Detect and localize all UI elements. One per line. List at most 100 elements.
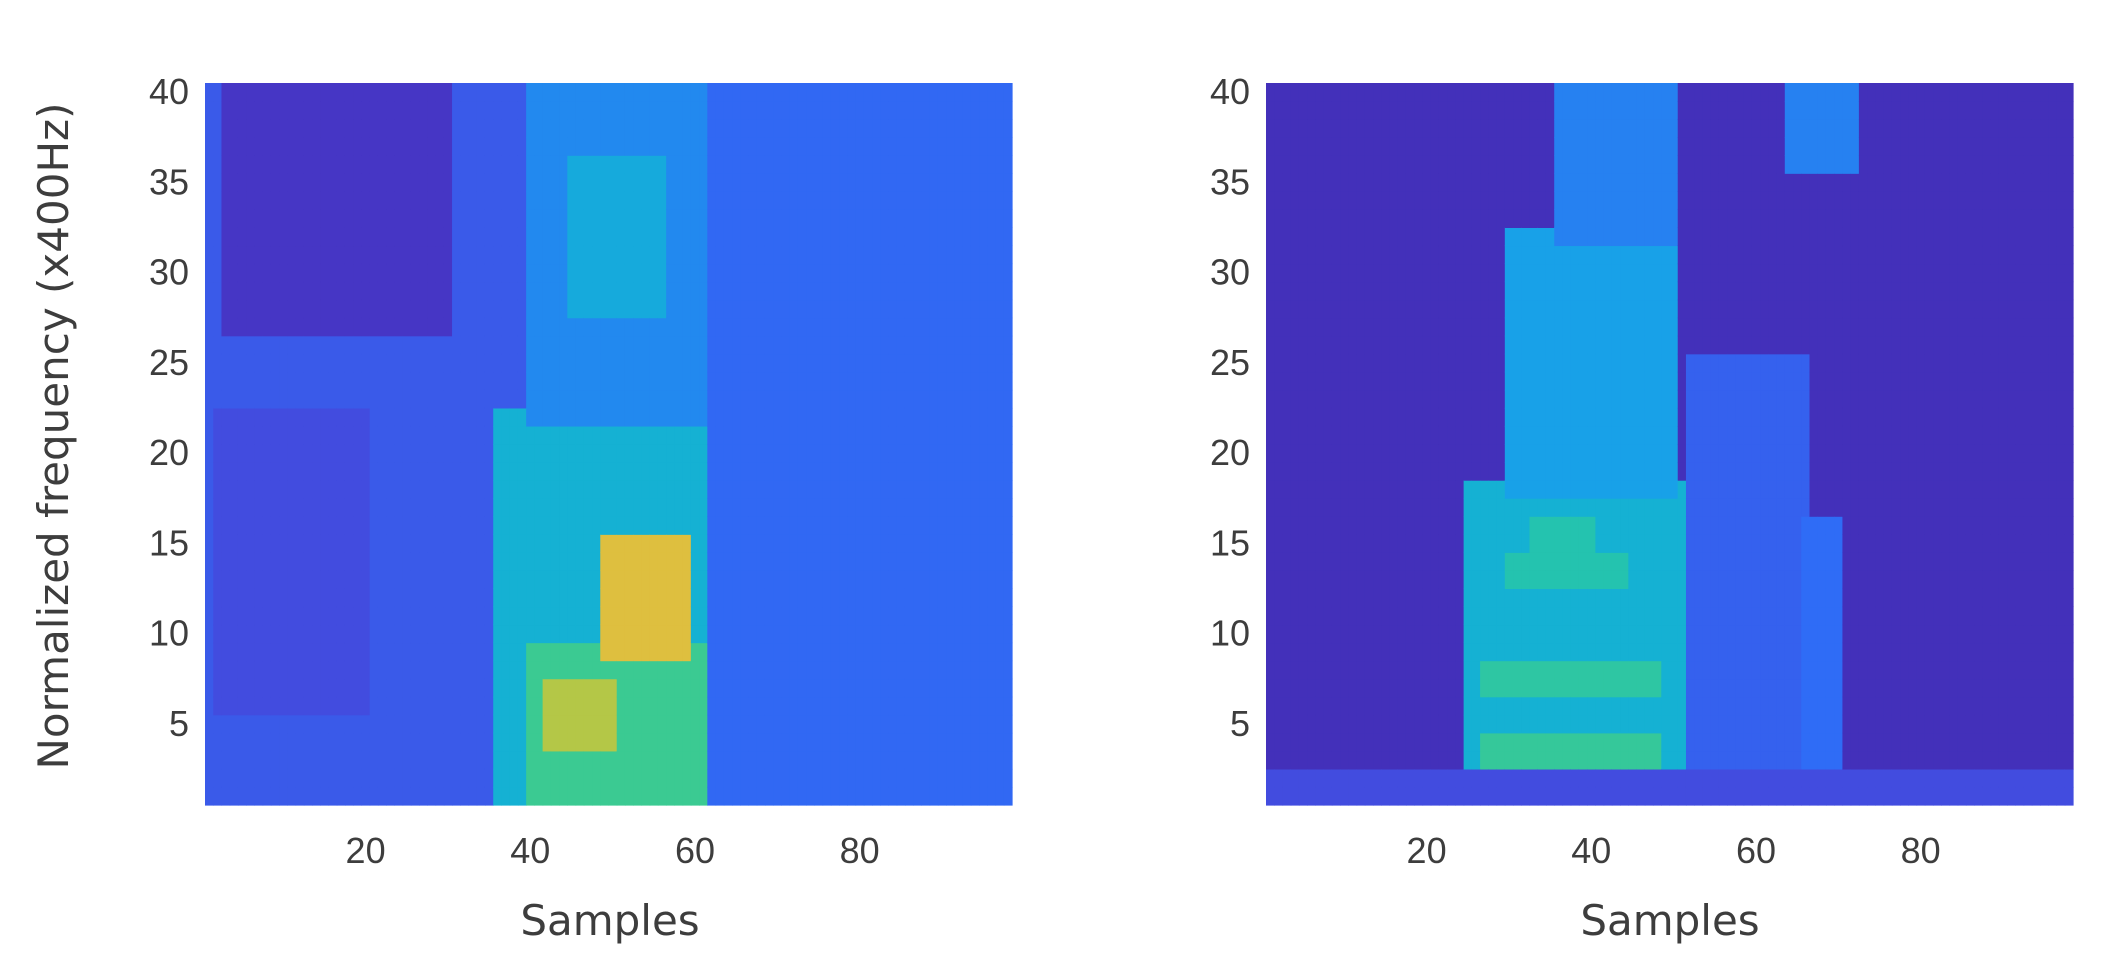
heatmap-cell <box>1373 624 1382 644</box>
heatmap-cell <box>1381 173 1391 192</box>
heatmap-cell <box>1348 480 1358 499</box>
heatmap-cell <box>682 444 692 463</box>
heatmap-cell <box>1447 588 1456 608</box>
heatmap-cell <box>1003 642 1013 662</box>
heatmap-cell <box>592 263 601 283</box>
heatmap-cell <box>921 786 931 806</box>
heatmap-cell <box>962 696 972 716</box>
heatmap-cell <box>1364 516 1374 535</box>
heatmap-cell <box>394 173 404 192</box>
heatmap-cell <box>427 371 437 391</box>
heatmap-cell <box>1290 119 1300 138</box>
heatmap-cell <box>287 588 297 608</box>
heatmap-cell <box>641 83 651 102</box>
heatmap-cell <box>1373 299 1382 319</box>
heatmap-cell <box>723 191 733 210</box>
heatmap-cell <box>707 498 717 517</box>
heatmap-cell <box>205 119 214 138</box>
heatmap-cell <box>616 371 626 391</box>
heatmap-cell <box>270 371 280 391</box>
heatmap-cell <box>814 155 824 174</box>
heatmap-cell <box>1405 786 1415 806</box>
heatmap-cell <box>690 371 700 391</box>
heatmap-cell <box>1274 227 1284 247</box>
heatmap-cell <box>740 534 750 553</box>
heatmap-cell <box>246 588 255 608</box>
heatmap-cell <box>789 660 799 680</box>
heatmap-cell <box>921 768 931 788</box>
heatmap-cell <box>575 353 585 373</box>
heatmap-cell <box>1480 588 1489 608</box>
heatmap-cell <box>740 317 750 337</box>
heatmap-cell <box>1307 534 1316 553</box>
heatmap-cell <box>699 281 708 301</box>
heatmap-cell <box>1356 209 1366 228</box>
heatmap-cell <box>987 191 997 210</box>
heatmap-cell <box>1430 588 1440 608</box>
heatmap-cell <box>649 678 659 698</box>
heatmap-cell <box>526 83 535 102</box>
heatmap-cell <box>328 624 338 644</box>
heatmap-cell <box>1438 299 1448 319</box>
heatmap-cell <box>534 119 544 138</box>
heatmap-cell <box>1438 155 1448 174</box>
heatmap-cell <box>1373 155 1382 174</box>
heatmap-cell <box>1315 624 1325 644</box>
heatmap-cell <box>287 353 297 373</box>
heatmap-cell <box>979 407 988 427</box>
heatmap-cell <box>592 407 601 427</box>
heatmap-cell <box>1430 768 1440 788</box>
heatmap-cell <box>1307 407 1316 427</box>
heatmap-cell <box>493 209 503 228</box>
heatmap-cell <box>962 552 972 571</box>
heatmap-cell <box>657 498 667 517</box>
heatmap-cell <box>715 227 725 247</box>
heatmap-cell <box>1290 227 1300 247</box>
heatmap-cell <box>279 335 288 355</box>
heatmap-cell <box>386 714 395 734</box>
heatmap-cell <box>937 588 947 608</box>
heatmap-cell <box>748 498 758 517</box>
heatmap-cell <box>402 137 412 156</box>
heatmap-cell <box>1463 660 1473 680</box>
heatmap-cell <box>608 642 618 662</box>
heatmap-cell <box>386 570 395 589</box>
heatmap-cell <box>863 552 873 571</box>
heatmap-cell <box>270 552 280 571</box>
heatmap-cell <box>764 353 774 373</box>
heatmap-cell <box>1356 570 1366 589</box>
heatmap-cell <box>616 281 626 301</box>
heatmap-cell <box>320 444 330 463</box>
heatmap-cell <box>888 335 898 355</box>
heatmap-cell <box>567 660 577 680</box>
heatmap-cell <box>937 696 947 716</box>
heatmap-cell <box>624 119 634 138</box>
heatmap-cell <box>1373 444 1382 463</box>
heatmap-cell <box>1438 263 1448 283</box>
heatmap-cell <box>904 498 914 517</box>
heatmap-cell <box>633 786 643 806</box>
heatmap-cell <box>435 696 445 716</box>
heatmap-cell <box>583 696 593 716</box>
heatmap-cell <box>419 570 428 589</box>
heatmap-cell <box>1323 317 1333 337</box>
heatmap-cell <box>1447 371 1456 391</box>
heatmap-cell <box>937 209 947 228</box>
heatmap-cell <box>279 750 288 770</box>
heatmap-cell <box>501 660 511 680</box>
heatmap-cell <box>839 83 848 102</box>
heatmap-cell <box>476 263 486 283</box>
heatmap-cell <box>649 750 659 770</box>
heatmap-cell <box>468 498 478 517</box>
heatmap-cell <box>624 209 634 228</box>
heatmap-cell <box>863 245 873 265</box>
heatmap-cell <box>904 516 914 535</box>
heatmap-cell <box>880 606 890 626</box>
heatmap-cell <box>970 660 980 680</box>
heatmap-cell <box>921 606 931 626</box>
heatmap-cell <box>1003 462 1013 481</box>
heatmap-cell <box>839 371 848 391</box>
heatmap-cell <box>904 155 914 174</box>
heatmap-cell <box>888 462 898 481</box>
heatmap-cell <box>1430 407 1440 427</box>
